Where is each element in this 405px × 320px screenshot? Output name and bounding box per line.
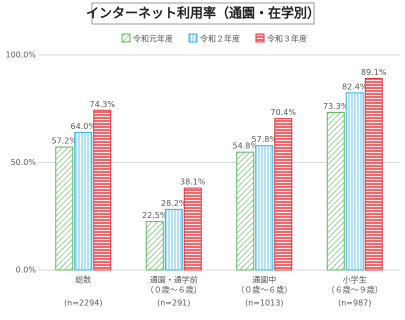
legend-swatch: [121, 33, 131, 43]
value-label: 74.3%: [90, 100, 116, 109]
value-label: 28.2%: [161, 199, 187, 208]
y-tick-label: 50.0%: [11, 158, 37, 167]
bar: [364, 77, 383, 271]
bar: [93, 109, 112, 271]
value-label: 54.8%: [233, 142, 259, 151]
bar: [274, 118, 293, 271]
x-tick-note: （６歳～９歳）: [327, 285, 383, 295]
value-label: 73.3%: [323, 102, 349, 111]
legend-swatch: [188, 33, 198, 43]
y-tick-label: 0.0%: [16, 266, 37, 275]
value-label: 38.1%: [180, 178, 206, 187]
x-tick-label: 通園中: [252, 275, 276, 285]
bar: [255, 145, 274, 271]
value-label: 64.0%: [71, 122, 97, 131]
value-label: 22.5%: [142, 211, 168, 220]
sample-size: (n=987): [338, 299, 371, 308]
value-label: 57.2%: [52, 137, 78, 146]
bar: [236, 151, 255, 271]
bar: [164, 208, 183, 271]
sample-size: (n=291): [157, 299, 190, 308]
title-box: [91, 2, 315, 25]
x-tick-note: （０歳～６歳）: [146, 285, 202, 295]
bar: [74, 131, 93, 271]
x-tick-label: 通園・通学前: [150, 275, 198, 285]
x-tick-note: （０歳～６歳）: [236, 285, 292, 295]
sample-size: (n=2294): [64, 299, 102, 308]
bar: [345, 92, 364, 271]
bar: [145, 221, 164, 271]
value-label: 57.8%: [252, 135, 278, 144]
legend-label: 令和３年度: [267, 34, 307, 44]
x-tick-label: 小学生: [343, 275, 367, 285]
value-label: 70.4%: [271, 108, 297, 117]
chart-title: インターネット利用率（通園・在学別）: [86, 6, 320, 22]
legend-label: 令和元年度: [133, 34, 173, 44]
legend-swatch: [255, 33, 265, 43]
bar: [55, 146, 74, 271]
value-label: 89.1%: [361, 68, 387, 77]
x-tick-label: 総数: [75, 275, 91, 285]
bar: [183, 187, 202, 271]
value-label: 82.4%: [342, 82, 368, 91]
y-tick-label: 100.0%: [5, 51, 36, 60]
legend-label: 令和２年度: [200, 34, 240, 44]
sample-size: (n=1013): [245, 299, 283, 308]
bar: [326, 111, 345, 271]
